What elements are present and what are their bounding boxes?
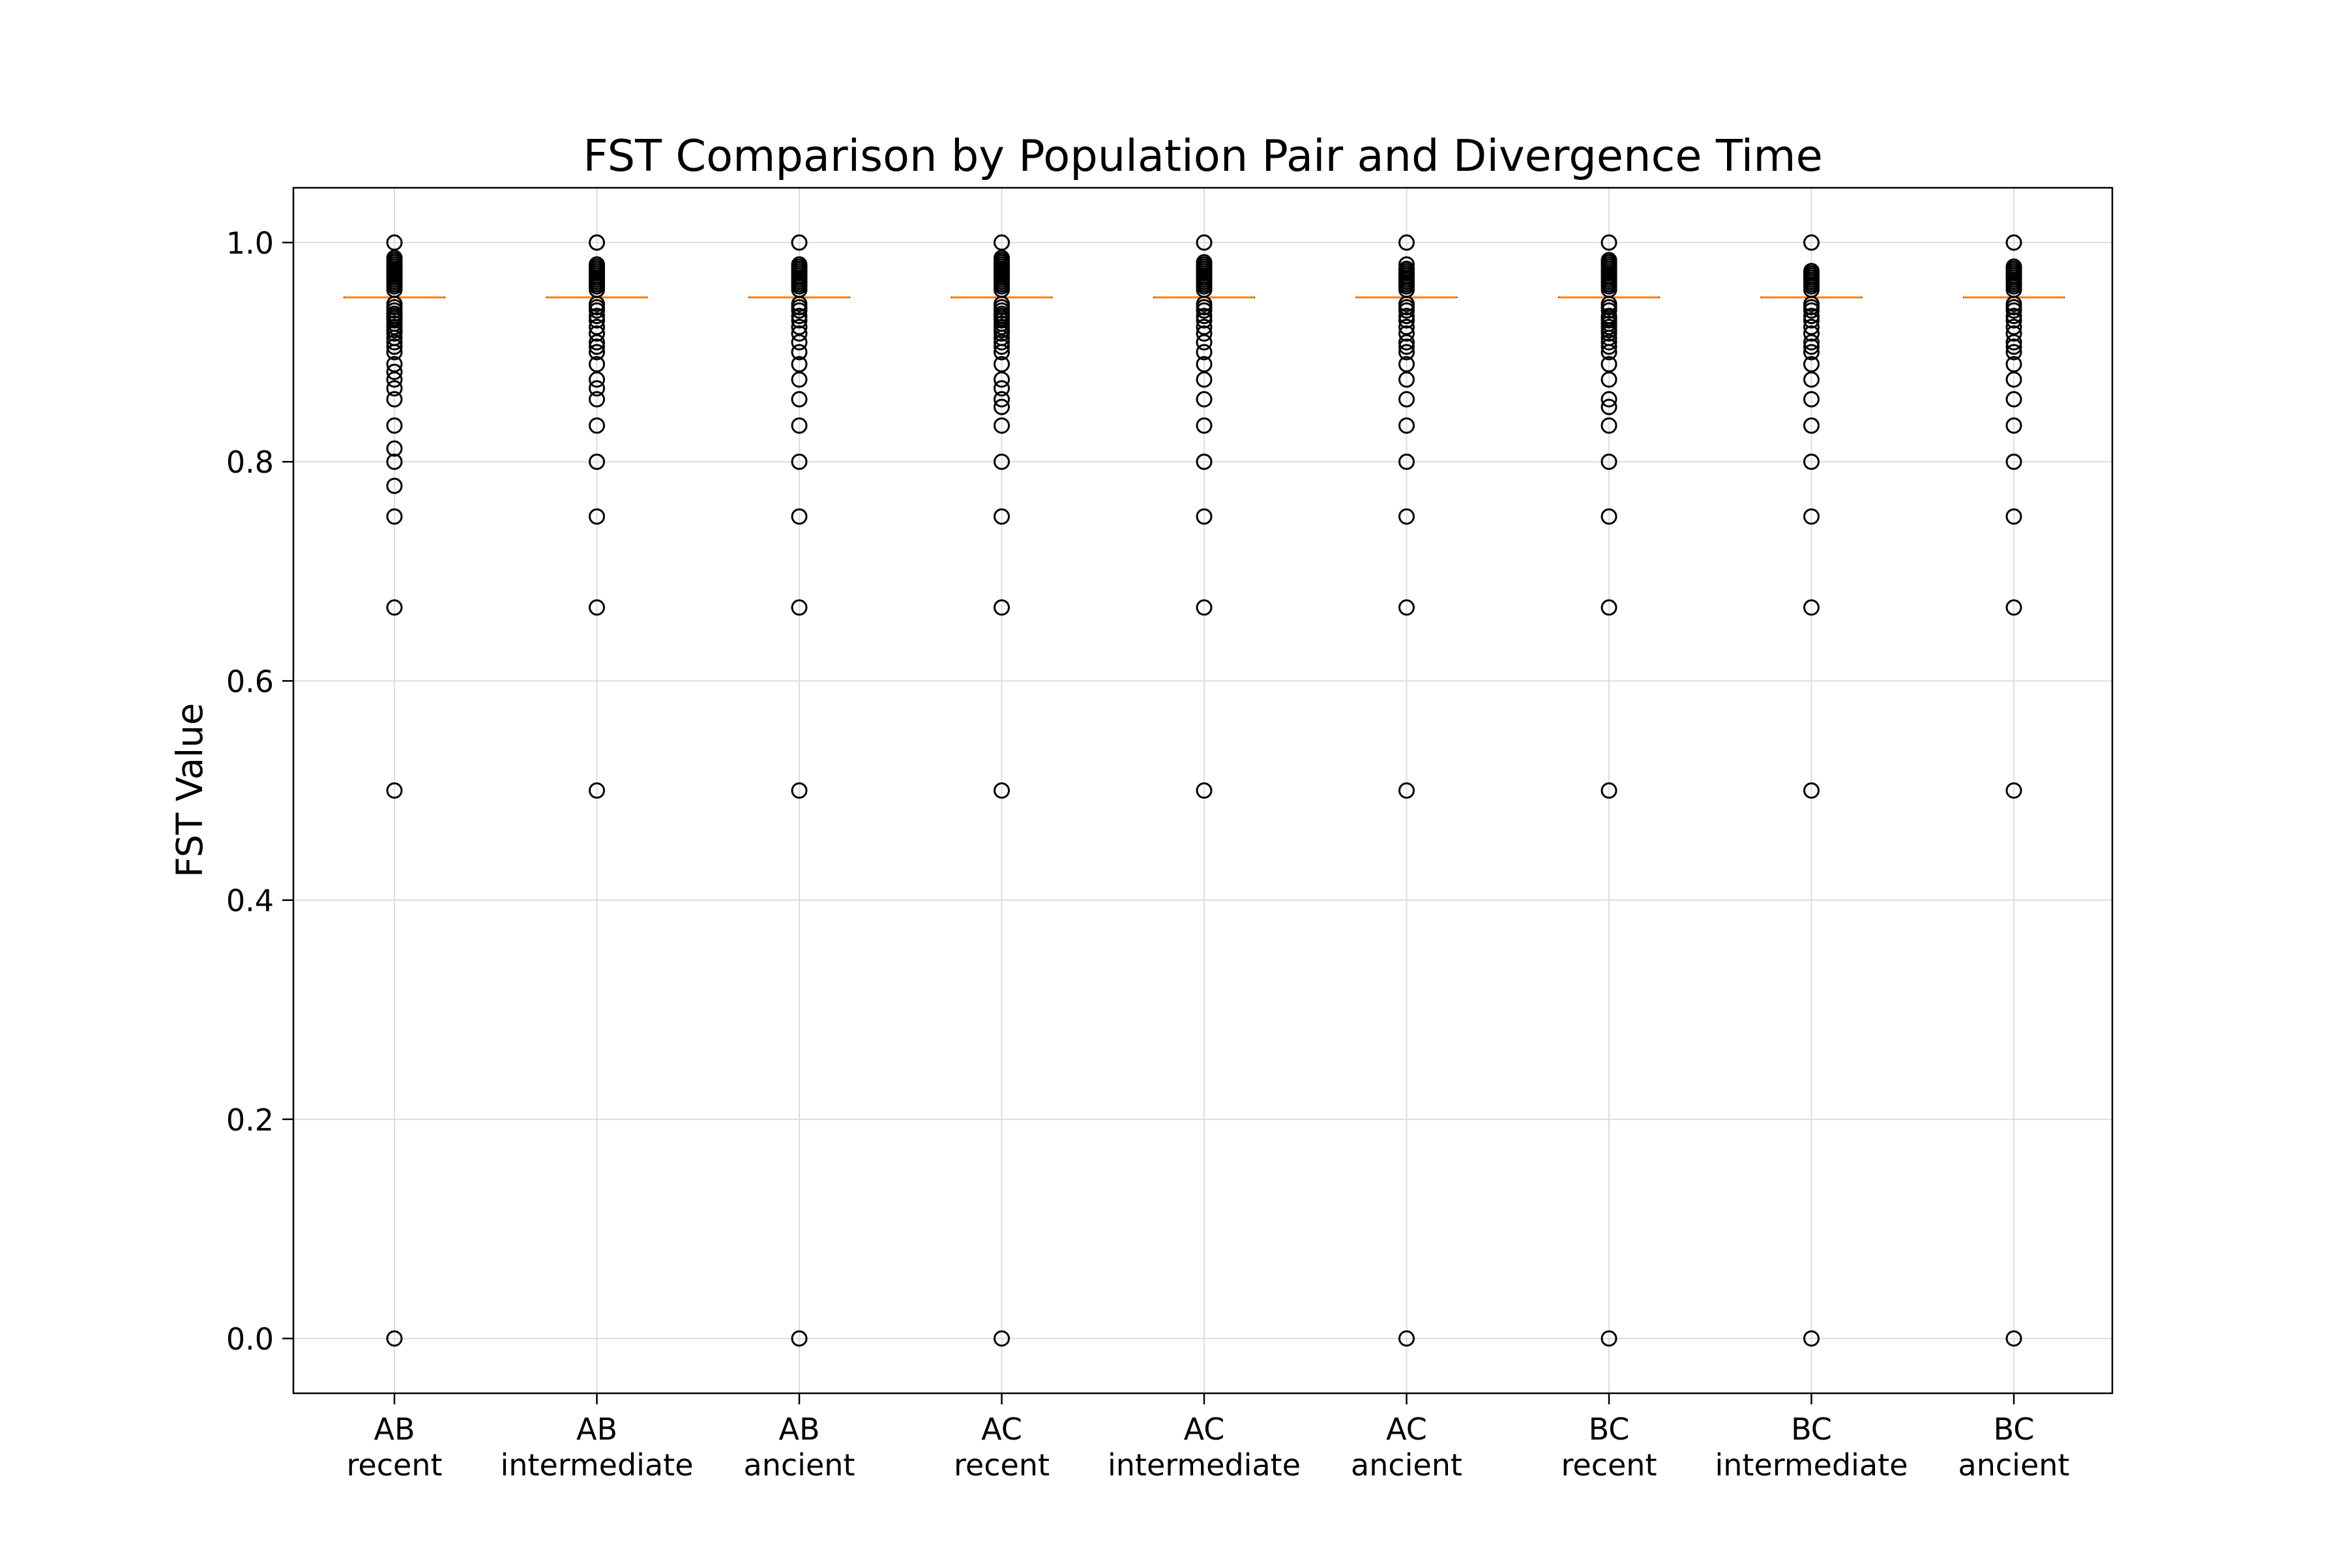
- x-tick-label-pair: BC: [1994, 1412, 2035, 1447]
- y-tick-label: 0.0: [226, 1322, 274, 1357]
- x-tick-label-time: intermediate: [501, 1447, 694, 1483]
- x-tick-label-pair: AC: [981, 1412, 1022, 1447]
- y-axis-label: FST Value: [169, 703, 211, 878]
- chart-title: FST Comparison by Population Pair and Di…: [583, 130, 1823, 181]
- y-tick-label: 0.8: [226, 445, 274, 480]
- x-tick-label-time: ancient: [1958, 1447, 2070, 1483]
- x-tick-label-time: ancient: [1351, 1447, 1462, 1483]
- y-tick-label: 1.0: [226, 226, 274, 261]
- x-tick-label-time: recent: [347, 1447, 443, 1483]
- x-tick-label-time: ancient: [744, 1447, 855, 1483]
- x-tick-label-pair: BC: [1589, 1412, 1630, 1447]
- y-tick-label: 0.6: [226, 664, 274, 699]
- x-tick-label-pair: AB: [374, 1412, 415, 1447]
- x-tick-label-time: intermediate: [1715, 1447, 1908, 1483]
- x-tick-label-pair: BC: [1791, 1412, 1832, 1447]
- y-tick-label: 0.4: [226, 883, 274, 919]
- x-tick-label-pair: AC: [1184, 1412, 1225, 1447]
- x-tick-label-time: recent: [954, 1447, 1050, 1483]
- y-tick-label: 0.2: [226, 1102, 274, 1138]
- x-tick-label-pair: AC: [1386, 1412, 1427, 1447]
- x-tick-label-time: recent: [1561, 1447, 1657, 1483]
- x-tick-label-pair: AB: [778, 1412, 819, 1447]
- x-tick-label-pair: AB: [576, 1412, 617, 1447]
- x-tick-label-time: intermediate: [1108, 1447, 1301, 1483]
